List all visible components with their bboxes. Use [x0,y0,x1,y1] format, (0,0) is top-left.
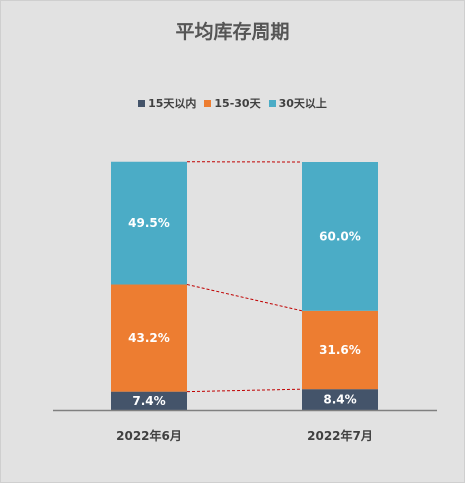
connector-line-1 [186,388,303,393]
chart-title: 平均库存周期 [175,21,290,43]
legend-item-under-15-days: 15天以内 [138,95,196,111]
legend-label-under-15-days: 15天以内 [148,97,197,110]
bar-segment-2-2 [302,310,378,390]
bar-segment-1-1 [111,391,187,410]
data-label-3-2: 60.0% [319,229,361,243]
bar-segment-2-1 [111,284,187,392]
data-label-2-2: 31.6% [319,343,361,357]
x-tick-label-2: 2022年7月 [307,428,373,443]
bar-segment-3-1 [111,161,187,285]
bar-segment-3-2 [302,162,378,311]
data-label-3-1: 49.5% [128,216,170,230]
legend-label-15-30-days: 15-30天 [214,97,261,110]
legend-swatch-15-30-days [204,99,212,107]
connector-line-2 [186,284,303,312]
bar-segment-1-2 [302,389,378,410]
legend-swatch-over-30-days [268,99,276,107]
legend-item-over-30-days: 30天以上 [268,95,327,111]
data-label-1-1: 7.4% [132,394,165,408]
legend: 15天以内 15-30天 30天以上 [1,95,464,111]
data-label-2-1: 43.2% [128,331,170,345]
legend-label-over-30-days: 30天以上 [278,97,327,110]
x-tick-label-1: 2022年6月 [116,428,182,443]
legend-item-15-30-days: 15-30天 [204,95,261,111]
data-label-1-2: 8.4% [323,393,356,407]
legend-swatch-under-15-days [138,99,146,107]
